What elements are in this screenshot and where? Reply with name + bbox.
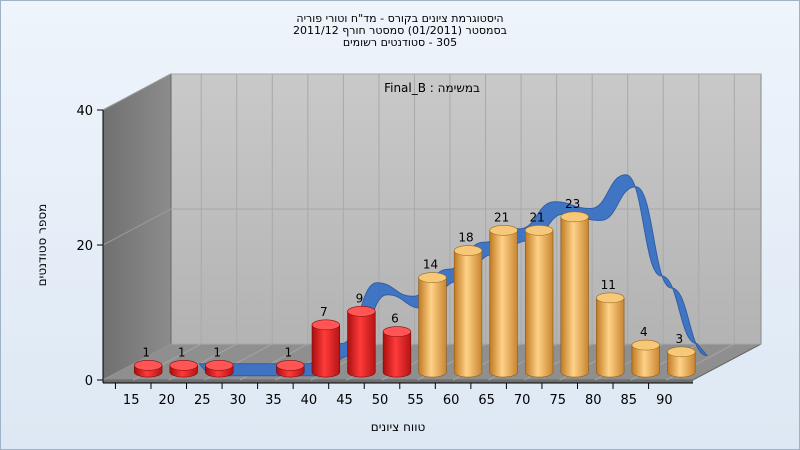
chart-title-line-2: בסמסטר (01/2011) סמסטר חורף 2011/12 (293, 24, 507, 37)
x-axis-label: טווח ציונים (371, 420, 426, 434)
data-label: 4 (640, 325, 648, 339)
bar-body (453, 250, 483, 378)
y-tick-label: 40 (76, 104, 93, 119)
bar-body (667, 351, 696, 378)
y-axis-label: מספר סטודנטים (35, 204, 49, 287)
x-tick-label: 30 (230, 393, 247, 408)
data-label: 3 (675, 332, 683, 346)
bar (205, 360, 234, 378)
data-label: 23 (565, 197, 580, 211)
chart-title-line-3: 305 - סטודנטים רשומים (342, 36, 458, 49)
bar (560, 211, 589, 378)
bar-cap (667, 346, 696, 358)
bar (489, 225, 518, 378)
bar (631, 339, 660, 378)
x-tick-label: 15 (123, 393, 140, 408)
bar-cap (596, 292, 625, 304)
bar-cap (276, 360, 305, 371)
bar-body (418, 277, 447, 378)
data-label: 9 (356, 291, 364, 305)
data-label: 1 (178, 345, 186, 359)
data-label: 18 (458, 231, 473, 245)
bar-body (524, 230, 554, 378)
bar-cap (382, 326, 412, 337)
x-tick-label: 60 (443, 393, 460, 408)
bar-body (631, 344, 660, 378)
y-tick-label: 20 (76, 239, 93, 254)
x-tick-label: 40 (301, 393, 318, 408)
series-annotation: במשימה : Final_B (384, 81, 480, 95)
y-tick-label: 0 (85, 374, 93, 389)
bar (667, 346, 696, 378)
chart-title-line-1: היסטוגרמת ציונים בקורס - מד"ח וטורי פורי… (296, 12, 504, 25)
line-ribbon (198, 174, 709, 377)
data-label: 14 (423, 258, 438, 272)
x-tick-label: 85 (621, 393, 638, 408)
bar (134, 360, 163, 378)
bar (347, 306, 376, 378)
bar-body (311, 324, 341, 378)
data-label: 1 (213, 345, 221, 359)
bar-body (382, 331, 412, 378)
bar (382, 326, 412, 378)
bar-cap (169, 360, 198, 371)
x-tick-label: 65 (478, 393, 495, 408)
data-label: 11 (601, 278, 616, 292)
x-tick-label: 70 (514, 393, 531, 408)
gridline-depth (102, 208, 172, 246)
bar-cap (418, 272, 447, 283)
bar (276, 360, 305, 378)
axes: 0 20 40 15 20 25 30 35 40 45 50 55 60 65 70 75 80 85 90 טוו… (35, 104, 693, 434)
bar (311, 319, 341, 378)
data-label: 1 (285, 345, 293, 359)
bar-cap (524, 225, 554, 236)
gridline-depth (102, 73, 172, 111)
bar-cap (311, 319, 341, 331)
data-label: 21 (494, 210, 509, 224)
bar-cap (489, 225, 518, 236)
bar-cap (631, 339, 660, 351)
bar (596, 292, 625, 378)
bar-body (560, 216, 589, 378)
line-series (198, 174, 709, 377)
x-tick-label: 55 (407, 393, 424, 408)
x-tick-label: 50 (372, 393, 389, 408)
x-tick-label: 35 (265, 393, 282, 408)
x-tick-label: 80 (585, 393, 602, 408)
data-label: 21 (529, 210, 544, 224)
bar-cap (205, 360, 234, 371)
gridline-depth (102, 343, 172, 381)
bar-cap (560, 211, 589, 223)
floor-edge (103, 380, 693, 383)
bar-cap (453, 245, 483, 256)
data-label: 1 (142, 345, 150, 359)
bar-series (134, 211, 696, 378)
data-label: 7 (320, 305, 328, 319)
x-tick-label: 90 (656, 393, 673, 408)
x-tick-label: 25 (194, 393, 211, 408)
bar (453, 245, 483, 378)
x-tick-label: 45 (336, 393, 353, 408)
bar-body (347, 311, 376, 378)
bar (418, 272, 447, 378)
bar-body (596, 297, 625, 378)
bar-cap (347, 306, 376, 317)
bar-body (489, 230, 518, 378)
bar (524, 225, 554, 378)
x-tick-label: 75 (549, 393, 566, 408)
x-tick-label: 20 (158, 393, 175, 408)
bar-cap (134, 360, 163, 371)
data-label: 6 (391, 312, 399, 326)
bar (169, 360, 198, 378)
